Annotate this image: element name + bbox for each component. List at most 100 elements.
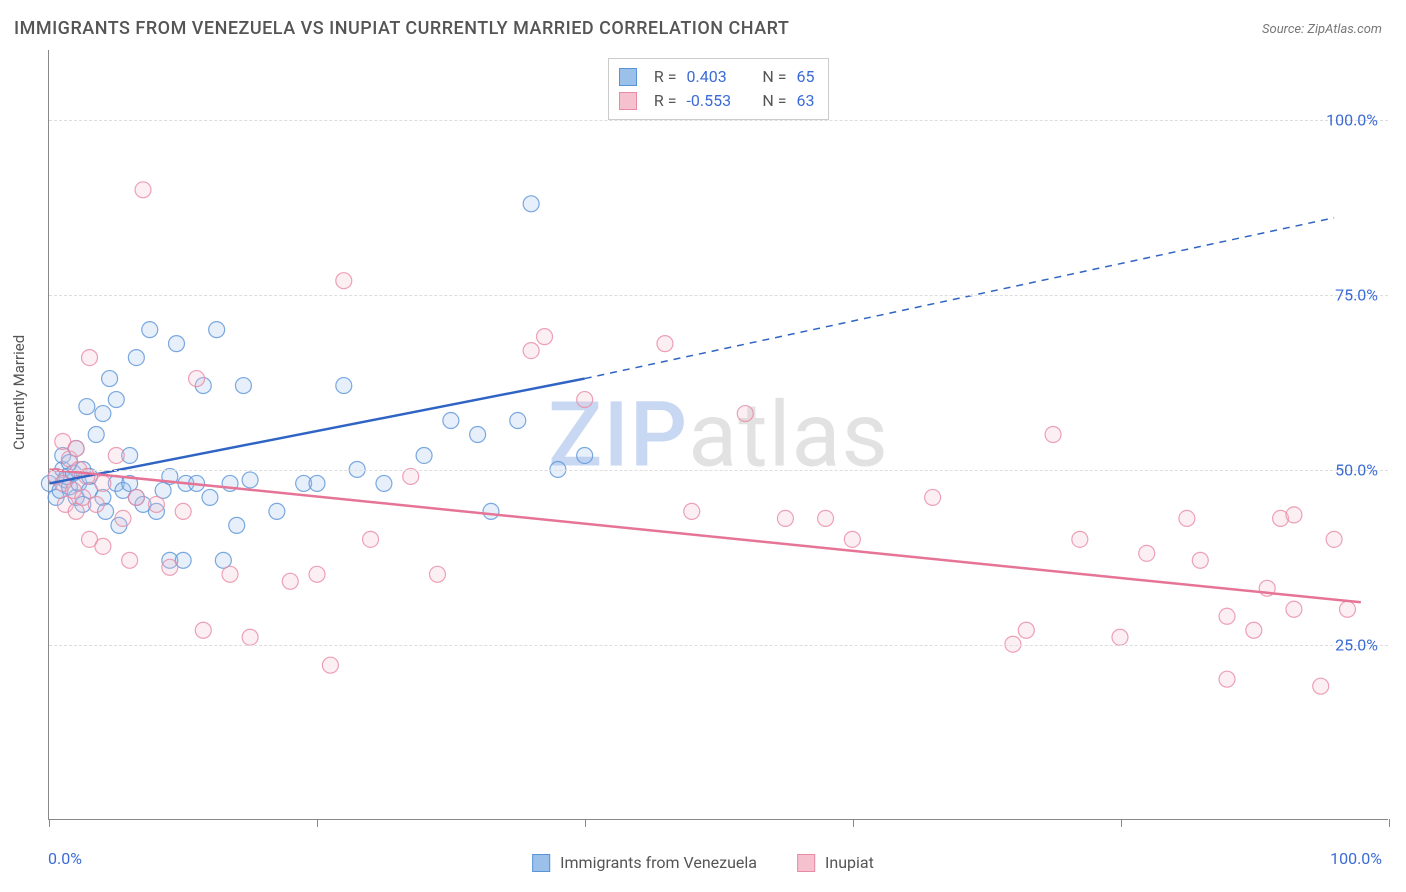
scatter-point-inupiat (108, 447, 124, 463)
scatter-point-inupiat (925, 489, 941, 505)
stat-n-label-2: N = (757, 89, 787, 113)
scatter-point-inupiat (1072, 531, 1088, 547)
chart-svg (49, 50, 1388, 819)
scatter-point-inupiat (309, 566, 325, 582)
scatter-point-venezuela (242, 472, 258, 488)
x-tick (853, 819, 854, 827)
legend-label-inupiat: Inupiat (825, 853, 874, 872)
gridline (49, 645, 1388, 646)
scatter-point-inupiat (82, 350, 98, 366)
stats-row-inupiat: R = -0.553 N = 63 (619, 89, 815, 113)
scatter-point-inupiat (684, 503, 700, 519)
scatter-point-venezuela (235, 378, 251, 394)
scatter-point-inupiat (844, 531, 860, 547)
stat-n-value-venezuela: 65 (797, 65, 815, 89)
scatter-point-inupiat (657, 336, 673, 352)
legend-item-venezuela: Immigrants from Venezuela (532, 853, 757, 872)
y-tick-label: 50.0% (1335, 461, 1378, 480)
source-attribution: Source: ZipAtlas.com (1262, 22, 1382, 37)
scatter-point-inupiat (115, 510, 131, 526)
scatter-point-inupiat (122, 552, 138, 568)
scatter-point-inupiat (1286, 507, 1302, 523)
scatter-point-inupiat (1045, 427, 1061, 443)
stats-row-venezuela: R = 0.403 N = 65 (619, 65, 815, 89)
scatter-point-inupiat (148, 496, 164, 512)
swatch-venezuela (619, 68, 637, 86)
scatter-point-inupiat (1018, 622, 1034, 638)
x-tick (317, 819, 318, 827)
scatter-point-inupiat (1326, 531, 1342, 547)
x-axis-label-max: 100.0% (1330, 849, 1382, 868)
x-tick (585, 819, 586, 827)
scatter-point-inupiat (189, 371, 205, 387)
scatter-point-inupiat (818, 510, 834, 526)
stat-r-value-venezuela: 0.403 (687, 65, 747, 89)
scatter-point-venezuela (128, 350, 144, 366)
stats-legend-box: R = 0.403 N = 65 R = -0.553 N = 63 (608, 58, 830, 120)
scatter-point-inupiat (135, 182, 151, 198)
bottom-legend: Immigrants from Venezuela Inupiat (532, 853, 874, 872)
stat-r-value-inupiat: -0.553 (687, 89, 747, 113)
scatter-point-venezuela (169, 336, 185, 352)
scatter-point-inupiat (95, 538, 111, 554)
scatter-point-inupiat (68, 440, 84, 456)
scatter-point-inupiat (577, 392, 593, 408)
scatter-point-inupiat (1339, 601, 1355, 617)
gridline (49, 295, 1388, 296)
y-tick-label: 75.0% (1335, 286, 1378, 305)
scatter-point-venezuela (416, 447, 432, 463)
scatter-point-inupiat (175, 503, 191, 519)
gridline (49, 120, 1388, 121)
scatter-point-inupiat (1313, 678, 1329, 694)
scatter-point-venezuela (209, 322, 225, 338)
scatter-point-venezuela (229, 517, 245, 533)
scatter-point-inupiat (195, 622, 211, 638)
scatter-point-inupiat (1192, 552, 1208, 568)
plot-area: ZIPatlas R = 0.403 N = 65 R = -0.553 N =… (48, 50, 1388, 820)
scatter-point-inupiat (1179, 510, 1195, 526)
chart-title: IMMIGRANTS FROM VENEZUELA VS INUPIAT CUR… (14, 18, 789, 39)
scatter-point-venezuela (443, 413, 459, 429)
scatter-point-venezuela (577, 447, 593, 463)
scatter-point-inupiat (282, 573, 298, 589)
stat-r-label: R = (647, 65, 677, 89)
scatter-point-venezuela (510, 413, 526, 429)
legend-swatch-inupiat (797, 854, 815, 872)
scatter-point-venezuela (102, 371, 118, 387)
scatter-point-venezuela (79, 399, 95, 415)
stat-r-label-2: R = (647, 89, 677, 113)
trendline-solid-inupiat (49, 469, 1360, 602)
scatter-point-inupiat (777, 510, 793, 526)
scatter-point-venezuela (376, 475, 392, 491)
legend-label-venezuela: Immigrants from Venezuela (560, 853, 757, 872)
scatter-point-inupiat (1139, 545, 1155, 561)
y-tick-label: 100.0% (1326, 111, 1378, 130)
y-axis-title: Currently Married (10, 335, 28, 450)
y-tick-label: 25.0% (1335, 636, 1378, 655)
scatter-point-venezuela (470, 427, 486, 443)
swatch-inupiat (619, 92, 637, 110)
scatter-point-venezuela (142, 322, 158, 338)
scatter-point-inupiat (242, 629, 258, 645)
scatter-point-inupiat (1112, 629, 1128, 645)
scatter-point-venezuela (108, 392, 124, 408)
scatter-point-inupiat (737, 406, 753, 422)
scatter-point-inupiat (1286, 601, 1302, 617)
scatter-point-inupiat (363, 531, 379, 547)
scatter-point-venezuela (309, 475, 325, 491)
x-tick (49, 819, 50, 827)
x-tick (1389, 819, 1390, 827)
scatter-point-inupiat (322, 657, 338, 673)
scatter-point-inupiat (523, 343, 539, 359)
gridline (49, 470, 1388, 471)
scatter-point-inupiat (95, 475, 111, 491)
scatter-point-venezuela (483, 503, 499, 519)
scatter-point-inupiat (1219, 671, 1235, 687)
legend-item-inupiat: Inupiat (797, 853, 874, 872)
scatter-point-inupiat (1219, 608, 1235, 624)
scatter-point-inupiat (429, 566, 445, 582)
scatter-point-inupiat (222, 566, 238, 582)
scatter-point-venezuela (202, 489, 218, 505)
scatter-point-inupiat (537, 329, 553, 345)
scatter-point-venezuela (95, 406, 111, 422)
